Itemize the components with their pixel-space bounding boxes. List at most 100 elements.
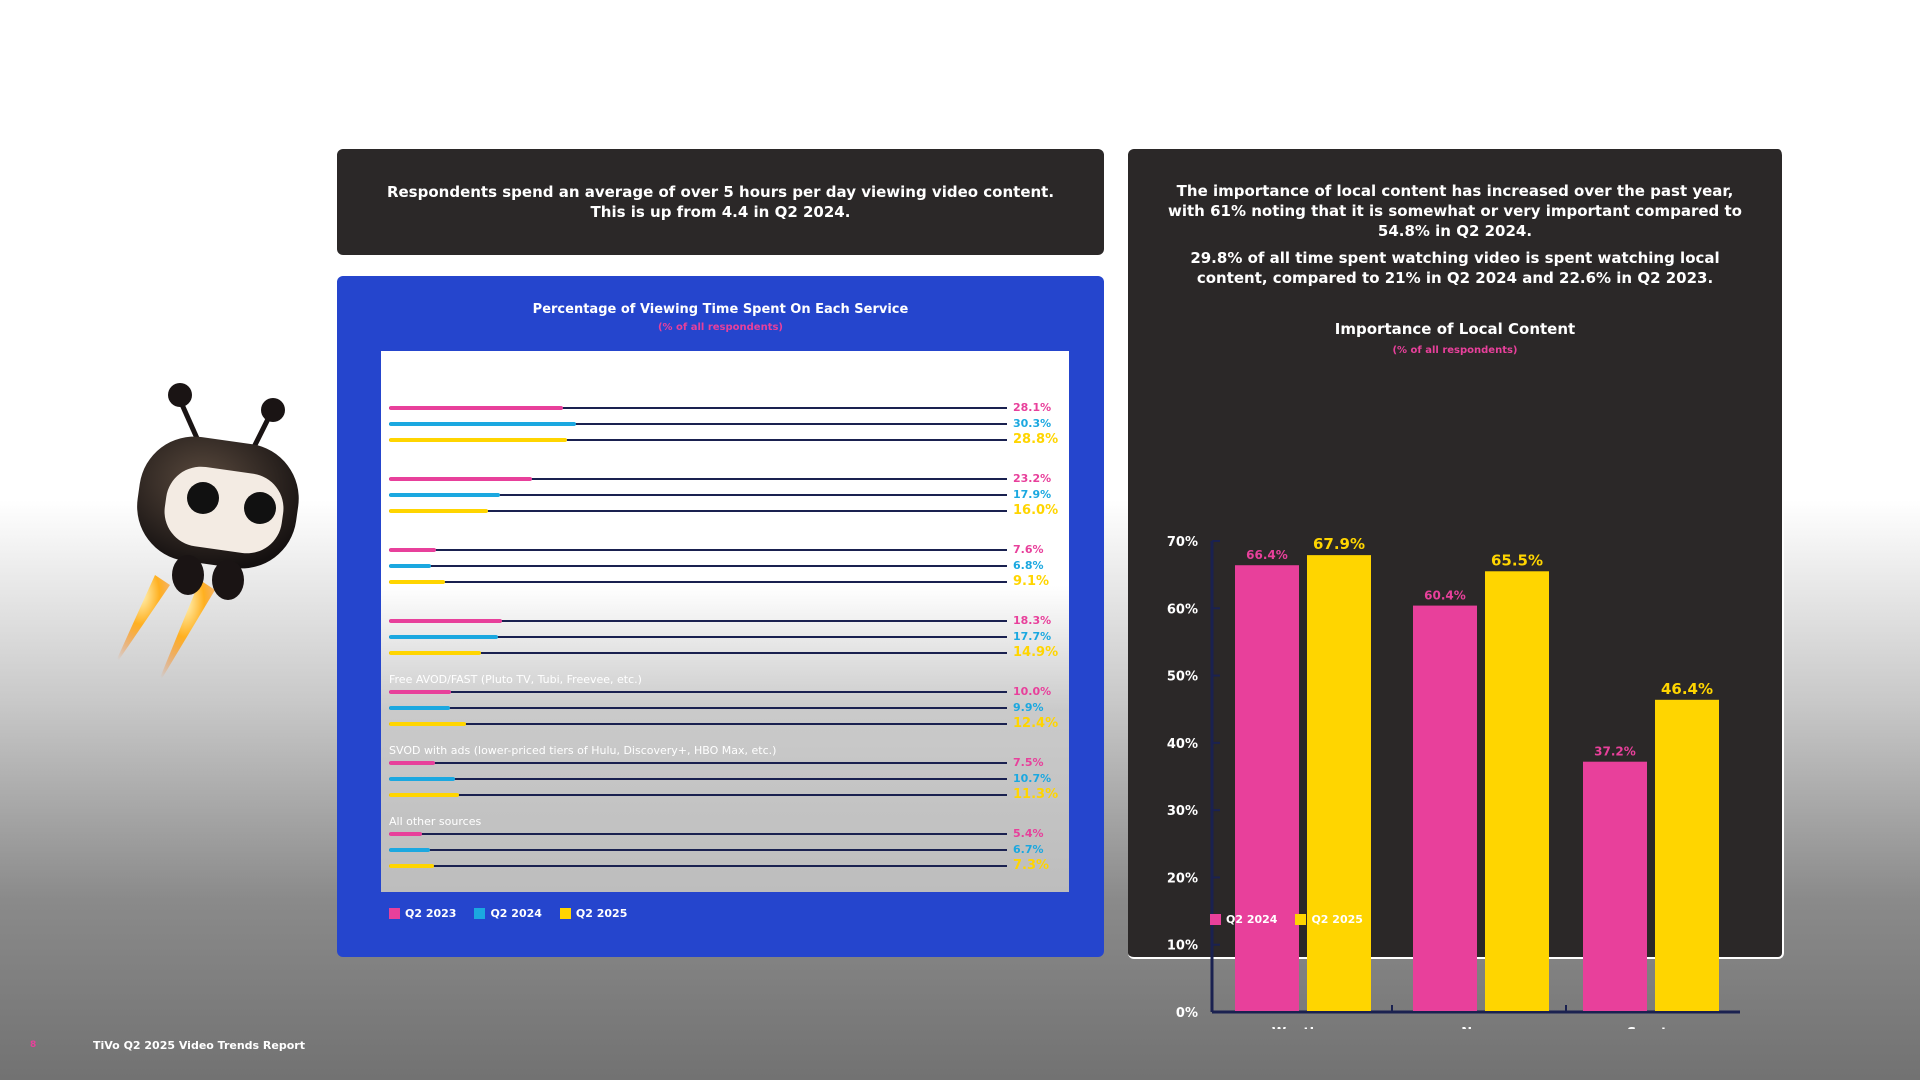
y-tick-label: 10% <box>1167 939 1198 954</box>
bar-q2-2023-5 <box>389 761 436 765</box>
bar-q2-2025-1 <box>389 509 488 513</box>
bar-track <box>389 423 1007 425</box>
x-category-label: Weather <box>1272 1026 1335 1029</box>
y-tick-label: 50% <box>1167 670 1198 685</box>
legend-item: Q2 2024 <box>474 907 542 920</box>
local-chart-title: Importance of Local Content <box>1334 320 1576 338</box>
y-tick-label: 20% <box>1167 871 1198 886</box>
bar-q2-2025-5 <box>389 793 459 797</box>
bar-q2-2024-1 <box>389 493 500 497</box>
local-content-panel: The importance of local content has incr… <box>1128 149 1784 1029</box>
value-label: 17.7% <box>1013 630 1052 643</box>
bar-q2-2025-news <box>1485 571 1549 1011</box>
bar-q2-2023-4 <box>389 690 451 694</box>
category-label-5: SVOD with ads (lower-priced tiers of Hul… <box>389 744 777 757</box>
viewing-chart-legend: Q2 2023 Q2 2024 Q2 2025 <box>389 907 627 920</box>
value-label: 6.7% <box>1013 843 1044 856</box>
bar-q2-2024-weather <box>1235 565 1299 1011</box>
legend-label: Q2 2025 <box>575 907 628 920</box>
legend-item: Q2 2025 <box>1295 913 1363 926</box>
data-label: 46.4% <box>1661 680 1713 698</box>
viewing-time-chart-panel: Percentage of Viewing Time Spent On Each… <box>337 276 1104 957</box>
value-label: 11.3% <box>1013 787 1059 802</box>
data-label: 66.4% <box>1246 548 1288 562</box>
local-content-paragraph-1: The importance of local content has incr… <box>1168 182 1742 240</box>
bar-q2-2024-6 <box>389 848 431 852</box>
bar-q2-2025-2 <box>389 580 446 584</box>
tivo-mascot-illustration <box>112 383 299 690</box>
value-label: 9.1% <box>1013 574 1050 589</box>
x-category-label: Sports <box>1627 1026 1675 1029</box>
headline-line-2: This is up from 4.4 in Q2 2024. <box>590 203 851 221</box>
bar-track <box>389 849 1007 851</box>
bar-track <box>389 833 1007 835</box>
value-label: 10.0% <box>1013 685 1052 698</box>
bar-track <box>389 494 1007 496</box>
legend-swatch <box>1210 914 1221 925</box>
local-chart-svg: 0% 10% 20% 30% 40% 50% 60% 70% 66.4% 67.9% Weather… <box>1167 535 1740 1029</box>
legend-swatch <box>474 908 486 919</box>
bar-track <box>389 565 1007 567</box>
bar-track <box>389 865 1007 867</box>
bar-q2-2025-sports <box>1655 699 1719 1011</box>
bar-q2-2024-sports <box>1583 761 1647 1011</box>
data-label: 37.2% <box>1594 745 1636 759</box>
bar-track <box>389 581 1007 583</box>
data-label: 65.5% <box>1491 551 1543 569</box>
bar-q2-2025-0 <box>389 438 567 442</box>
legend-swatch <box>389 908 400 919</box>
value-label: 6.8% <box>1013 559 1044 572</box>
data-label: 67.9% <box>1313 535 1365 553</box>
bar-track <box>389 652 1007 654</box>
local-chart-subtitle: (% of all respondents) <box>1392 345 1518 356</box>
viewing-chart-plot-area: 28.1% 30.3% 28.8% 23.2% 17.9% 16.0% 7.6% 6.8% 9.… <box>381 351 1069 892</box>
legend-label: Q2 2024 <box>490 907 542 920</box>
value-label: 28.1% <box>1013 401 1052 414</box>
bar-track <box>389 778 1007 780</box>
local-chart-legend: Q2 2024 Q2 2025 <box>1210 913 1363 926</box>
footer-report-title: TiVo Q2 2025 Video Trends Report <box>93 1039 305 1052</box>
value-label: 17.9% <box>1013 488 1052 501</box>
y-tick-label: 30% <box>1167 804 1198 819</box>
legend-item: Q2 2025 <box>559 907 628 920</box>
bar-q2-2023-0 <box>389 406 563 410</box>
bar-q2-2024-2 <box>389 564 432 568</box>
value-label: 28.8% <box>1013 432 1059 447</box>
bar-q2-2025-6 <box>389 864 435 868</box>
headline-line-1: Respondents spend an average of over 5 h… <box>386 183 1055 201</box>
local-content-paragraph-2: 29.8% of all time spent watching video i… <box>1190 249 1720 287</box>
bar-track <box>389 510 1007 512</box>
legend-item: Q2 2023 <box>389 907 456 920</box>
viewing-chart-subtitle: (% of all respondents) <box>657 322 784 333</box>
y-tick-label: 0% <box>1176 1006 1198 1021</box>
bar-track <box>389 762 1007 764</box>
y-tick-label: 60% <box>1167 602 1198 617</box>
bar-track <box>389 407 1007 409</box>
bar-track <box>389 794 1007 796</box>
bar-q2-2023-2 <box>389 548 436 552</box>
bar-q2-2025-weather <box>1307 555 1371 1011</box>
legend-label: Q2 2025 <box>1311 913 1363 926</box>
x-category-label: News <box>1461 1026 1501 1029</box>
bar-q2-2024-0 <box>389 422 577 426</box>
category-label-6: All other sources <box>389 815 482 828</box>
value-label: 23.2% <box>1013 472 1052 485</box>
bar-track <box>389 691 1007 693</box>
viewing-chart-title: Percentage of Viewing Time Spent On Each… <box>532 302 909 317</box>
bar-track <box>389 723 1007 725</box>
legend-swatch <box>1295 914 1307 925</box>
page-number: 8 <box>30 1040 37 1050</box>
headline-box-viewing-hours: Respondents spend an average of over 5 h… <box>337 149 1104 255</box>
value-label: 10.7% <box>1013 772 1052 785</box>
bar-q2-2025-4 <box>389 722 466 726</box>
bar-track <box>389 439 1007 441</box>
bar-q2-2024-3 <box>389 635 499 639</box>
bar-track <box>389 620 1007 622</box>
value-label: 7.6% <box>1013 543 1044 556</box>
value-label: 12.4% <box>1013 716 1059 731</box>
bar-q2-2025-3 <box>389 651 482 655</box>
value-label: 5.4% <box>1013 827 1044 840</box>
value-label: 14.9% <box>1013 645 1059 660</box>
value-label: 9.9% <box>1013 701 1044 714</box>
legend-swatch <box>559 908 571 919</box>
